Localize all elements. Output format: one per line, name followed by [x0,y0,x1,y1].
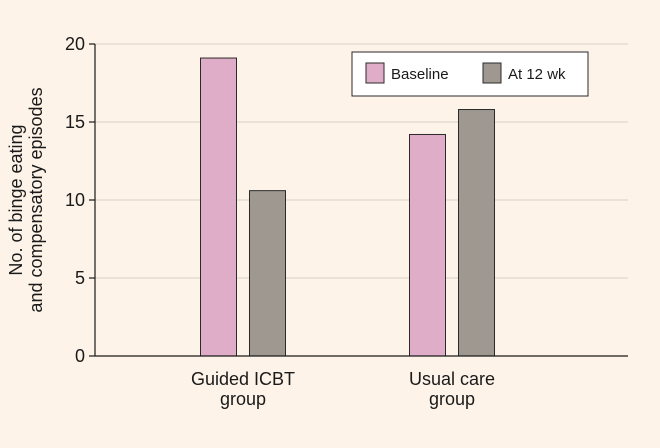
legend-box [351,51,589,97]
y-tick-label: 15 [65,112,85,132]
bar-at-12-wk [458,109,495,357]
y-axis-title: No. of binge eating [6,124,26,275]
bar-at-12-wk [249,190,286,357]
x-category-label: group [220,389,266,409]
legend-label: Baseline [391,66,449,83]
y-tick-label: 0 [75,346,85,366]
legend-swatch [365,62,385,84]
legend-swatch [482,62,502,84]
bars [200,57,495,357]
x-category-label: group [429,389,475,409]
gridlines [95,43,628,279]
x-category-label: Usual care [409,369,495,389]
legend-label: At 12 wk [508,66,566,83]
bar-baseline [200,57,237,357]
legend: Baseline At 12 wk [351,51,589,97]
y-tick-label: 10 [65,190,85,210]
y-tick-label: 5 [75,268,85,288]
y-tick-label: 20 [65,34,85,54]
x-category-label: Guided ICBT [191,369,295,389]
bar-baseline [409,133,446,357]
y-axis-title: and compensatory episodes [26,87,46,312]
